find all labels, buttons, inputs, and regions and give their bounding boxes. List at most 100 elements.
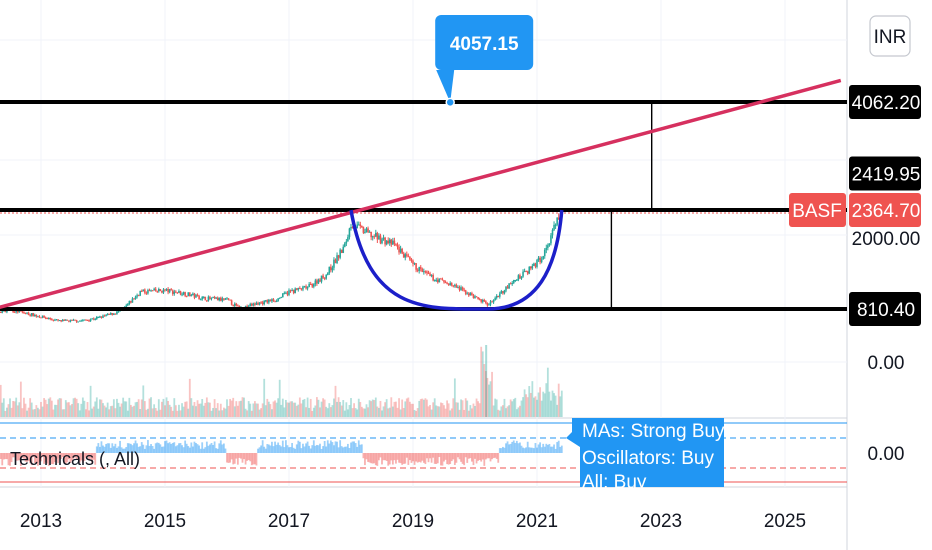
technicals-bar [413,453,416,465]
candle-body [75,320,78,322]
volume-bar [50,400,53,417]
technicals-bar [105,444,107,453]
technicals-bar [210,442,213,453]
candle-body [144,289,146,293]
technicals-bar [165,440,168,453]
technicals-bar [182,447,185,453]
candle-body [385,240,388,245]
price-tag-4062-bg [849,85,921,119]
volume-bar [477,401,479,417]
candle-body [249,303,252,307]
candle-body [258,302,261,305]
volume-bar [343,410,346,417]
technicals-bar [35,453,38,464]
technicals-bar [151,445,154,453]
indicator-legend[interactable]: Technicals (, All) [10,449,140,469]
technicals-bar [334,441,337,453]
volume-bar [238,401,241,417]
volume-bar [325,406,328,417]
technicals-bar [351,441,354,453]
volume-bar [543,393,546,417]
volume-bar [58,398,61,417]
technicals-bar [181,445,183,453]
time-axis-label: 2025 [764,511,806,532]
technicals-bar [316,444,318,453]
candle-body [130,301,132,303]
candle-body [460,287,462,290]
technicals-bar [9,453,11,466]
candle-body [161,290,163,293]
technicals-bar [249,453,252,462]
technicals-bar [119,440,121,453]
technicals-bar [198,445,200,453]
volume-bar [511,401,514,417]
volume-bar [94,401,97,417]
technicals-bar [474,453,476,459]
technicals-bar [429,453,431,459]
candle-body [109,313,112,315]
volume-bar [216,403,219,417]
candle-body [181,294,183,296]
candle-body [134,296,137,300]
candle-body [410,259,413,261]
technicals-bar [170,443,173,453]
technicals-bar [64,453,67,464]
technicals-bar [136,443,138,453]
candle-body [322,275,324,278]
technicals-bar [320,448,323,453]
volume-bar [553,393,555,417]
technicals-bar [202,448,205,453]
candle-body [336,255,338,264]
technicals-bar [343,446,346,453]
volume-bar [1,402,4,417]
volume-bar [71,403,73,417]
technicals-bar [185,443,188,453]
drawings[interactable]: 4057.15 [0,15,847,313]
technicals-bar [405,453,408,458]
technicals-bar [133,443,135,453]
technicals-bar [340,446,343,453]
volume-bar [522,397,524,417]
technicals-bar [390,453,393,461]
volume-bar [13,401,16,417]
volume-bar [271,409,273,417]
volume-bar [112,399,115,417]
technicals-bar [193,441,196,453]
candle-body [233,303,236,306]
technicals-bar [289,446,292,453]
volume-bar [551,390,554,417]
volume-bar [429,404,431,417]
candle-body [316,280,318,284]
technicals-bar [458,453,461,460]
candle-body [435,279,438,281]
candle-body [227,298,230,300]
volume-bar [226,399,228,417]
technicals-bar [162,446,165,453]
volume-bar [534,396,537,417]
technicals-bar [481,453,484,460]
volume-bar [269,404,272,417]
candle-body [440,278,442,280]
volume-bar [453,378,456,417]
technicals-bar [396,453,399,460]
volume-bar [83,400,86,417]
technicals-bar [174,446,177,453]
technicals-bar [450,453,453,462]
candle-body [415,263,417,270]
candle-body [344,243,346,247]
candle-body [350,227,352,229]
volume-bar [326,408,329,417]
technicals-bar [219,440,222,453]
volume-bar [419,399,422,417]
volume-bar [467,410,470,417]
technicals-bar [280,446,283,453]
candle-body [388,239,391,244]
technicals-bar [298,441,301,453]
candle-body [260,302,262,304]
technicals-bar [364,453,366,466]
candle-body [443,280,445,283]
candle-body [213,296,216,299]
volume-bar [474,405,476,417]
currency-badge[interactable]: INR [869,15,911,57]
